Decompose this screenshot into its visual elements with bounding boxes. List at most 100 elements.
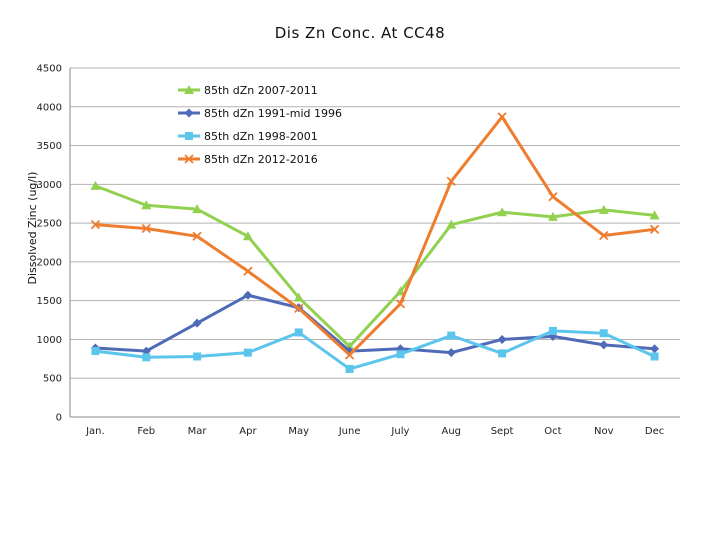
data-point — [548, 326, 557, 335]
legend-entry-3: 85th dZn 2012-2016 — [178, 153, 318, 166]
data-point — [193, 352, 202, 361]
chart-title: Dis Zn Conc. At CC48 — [274, 24, 446, 42]
legend-swatch-marker — [184, 85, 194, 94]
series-line — [95, 329, 656, 371]
data-point — [497, 207, 508, 217]
data-point — [294, 328, 303, 337]
data-point — [395, 286, 406, 296]
y-tick-label: 500 — [43, 374, 62, 385]
x-tick-label: Nov — [594, 426, 614, 437]
x-tick-label: Dec — [645, 426, 664, 437]
y-tick-label: 0 — [56, 413, 62, 424]
data-point — [446, 348, 456, 358]
grid-lines — [70, 67, 680, 379]
data-point — [447, 331, 456, 340]
data-point — [243, 266, 253, 276]
data-point — [498, 349, 507, 358]
data-point — [91, 347, 100, 356]
data-point — [192, 204, 203, 214]
data-point — [548, 192, 558, 202]
data-point — [242, 231, 253, 241]
y-tick-label: 3500 — [37, 141, 62, 152]
x-marker-stroke — [192, 231, 202, 241]
data-point — [598, 204, 609, 214]
y-tick-label: 4000 — [37, 102, 62, 113]
series-0 — [90, 180, 660, 351]
x-marker-stroke — [649, 224, 660, 234]
data-point — [345, 364, 354, 373]
x-marker-stroke — [548, 192, 558, 202]
legend-swatch-marker — [185, 132, 193, 140]
data-point — [650, 352, 659, 361]
series-line — [95, 115, 655, 357]
series-lines — [90, 112, 660, 373]
data-point — [446, 176, 456, 186]
data-point — [243, 290, 253, 300]
axes: 0 500 1000 1500 2000 2500 3000 3500 4000 4500 Jan.… — [37, 64, 680, 437]
y-tick-label: 4500 — [37, 64, 62, 75]
x-marker-stroke — [344, 350, 355, 360]
legend-entry-1: 85th dZn 1991-mid 1996 — [178, 107, 342, 120]
x-marker-stroke — [599, 230, 609, 241]
legend: 85th dZn 2007-2011 85th dZn 1991-mid 1996… — [178, 84, 342, 166]
legend-label: 85th dZn 2007-2011 — [204, 84, 318, 97]
data-point — [599, 230, 609, 241]
data-point — [293, 292, 304, 302]
data-point — [141, 223, 151, 234]
data-point — [90, 220, 101, 230]
legend-swatch-marker — [184, 108, 194, 118]
x-tick-label: Jan. — [85, 426, 105, 437]
y-tick-label: 2000 — [37, 257, 62, 268]
data-point — [142, 353, 151, 362]
x-tick-label: Oct — [544, 426, 561, 437]
series-line — [95, 293, 655, 355]
y-tick-label: 3000 — [37, 180, 62, 191]
data-point — [599, 340, 609, 350]
data-point — [649, 210, 660, 220]
series-3 — [90, 112, 660, 360]
data-point — [497, 334, 507, 344]
data-point — [547, 211, 558, 221]
x-tick-label: May — [288, 426, 309, 437]
x-tick-label: Mar — [188, 426, 208, 437]
data-point — [192, 318, 202, 328]
data-point — [446, 219, 457, 229]
series-line — [94, 184, 655, 348]
legend-entry-2: 85th dZn 1998-2001 — [178, 130, 318, 143]
data-point — [649, 224, 660, 234]
x-marker-stroke — [294, 303, 304, 314]
x-marker-stroke — [497, 112, 507, 122]
y-tick-label: 1000 — [37, 335, 62, 346]
legend-label: 85th dZn 1998-2001 — [204, 130, 318, 143]
legend-swatch-marker — [184, 154, 194, 164]
y-tick-label: 2500 — [37, 219, 62, 230]
x-tick-label: Feb — [137, 426, 155, 437]
data-point — [395, 299, 406, 309]
data-point — [90, 180, 101, 190]
x-marker-stroke — [243, 266, 253, 276]
y-axis-title: Dissolved Zinc (ug/l) — [26, 172, 39, 285]
x-tick-label: July — [390, 426, 409, 437]
data-point — [497, 112, 507, 122]
x-marker-stroke — [90, 220, 101, 230]
legend-label: 85th dZn 1991-mid 1996 — [204, 107, 342, 120]
x-marker-stroke — [184, 154, 194, 164]
data-point — [192, 231, 202, 241]
x-tick-label: June — [338, 426, 361, 437]
x-marker-stroke — [141, 223, 151, 234]
data-point — [243, 348, 252, 357]
x-marker-stroke — [395, 299, 406, 309]
data-point — [599, 329, 608, 338]
data-point — [650, 344, 660, 354]
x-tick-label: Aug — [441, 426, 461, 437]
x-tick-label: Apr — [239, 426, 257, 437]
data-point — [294, 303, 304, 314]
data-point — [141, 200, 152, 210]
series-2 — [91, 326, 659, 373]
legend-entry-0: 85th dZn 2007-2011 — [178, 84, 318, 97]
legend-label: 85th dZn 2012-2016 — [204, 153, 318, 166]
data-point — [344, 350, 355, 360]
x-marker-stroke — [446, 176, 456, 186]
